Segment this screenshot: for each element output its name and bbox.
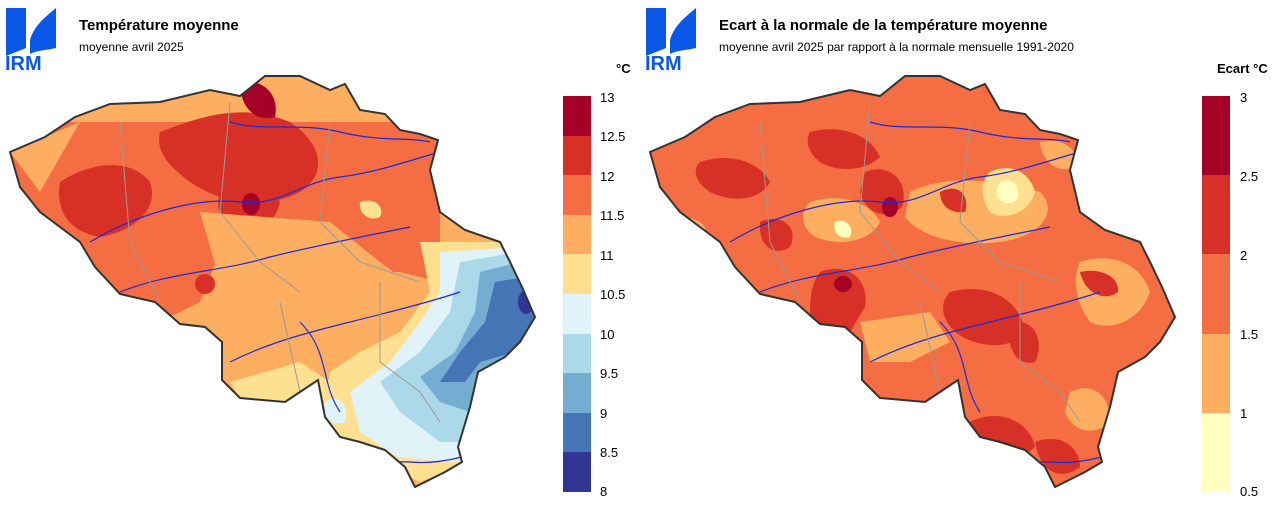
- legend-swatch: [563, 333, 591, 374]
- legend-swatch: [563, 175, 591, 215]
- legend-swatch: [563, 135, 591, 176]
- temperature-panel: IRM Température moyenne moyenne avril 20…: [5, 8, 631, 499]
- legend-tick: 10: [600, 327, 615, 342]
- legend-tick: 9.5: [600, 366, 619, 381]
- legend-swatch: [1202, 254, 1230, 334]
- legend-tick: 3: [1240, 90, 1248, 105]
- anomaly-panel: IRM Ecart à la normale de la température…: [640, 0, 1280, 507]
- legend-swatch: [563, 452, 591, 492]
- legend-swatch: [1202, 175, 1230, 255]
- map-title: Ecart à la normale de la température moy…: [719, 17, 1048, 34]
- legend-tick: 13: [600, 90, 615, 105]
- irm-logo: IRM: [5, 8, 56, 72]
- legend-tick: 0.5: [1240, 484, 1259, 499]
- legend-tick: 1: [1240, 406, 1248, 421]
- legend-swatch: [563, 373, 591, 413]
- legend-swatch: [563, 214, 591, 255]
- legend-tick: 10.5: [600, 287, 626, 302]
- legend-swatch: [1202, 412, 1230, 492]
- legend-swatch: [1202, 333, 1230, 413]
- map-subtitle: moyenne avril 2025 par rapport à la norm…: [719, 40, 1074, 54]
- legend-swatch: [563, 254, 591, 294]
- legend-swatch: [563, 412, 591, 453]
- legend-tick: 11: [600, 248, 614, 263]
- irm-logo-text: IRM: [5, 53, 42, 72]
- legend-unit: °C: [616, 61, 631, 76]
- legend-tick: 9: [600, 406, 608, 421]
- map-title: Température moyenne: [79, 17, 239, 34]
- map-subtitle: moyenne avril 2025: [79, 40, 184, 54]
- legend-unit: Ecart °C: [1217, 61, 1268, 76]
- legend-swatch: [563, 96, 591, 136]
- belgium-anomaly-map: [648, 75, 1177, 489]
- legend-tick: 1.5: [1240, 327, 1259, 342]
- anomaly-legend-colorbar: [1202, 96, 1230, 492]
- legend-tick: 8.5: [600, 445, 619, 460]
- legend-tick: 12: [600, 169, 615, 184]
- legend-swatch: [1202, 96, 1230, 176]
- irm-logo-text: IRM: [645, 53, 682, 72]
- legend-tick: 2: [1240, 248, 1248, 263]
- irm-logo: IRM: [645, 8, 696, 72]
- legend-tick: 2.5: [1240, 169, 1259, 184]
- legend-tick: 8: [600, 484, 608, 499]
- temperature-legend-colorbar: [563, 96, 591, 492]
- legend-swatch: [563, 293, 591, 334]
- legend-tick: 11.5: [600, 208, 625, 223]
- belgium-temperature-map: [8, 75, 537, 489]
- legend-tick: 12.5: [600, 129, 626, 144]
